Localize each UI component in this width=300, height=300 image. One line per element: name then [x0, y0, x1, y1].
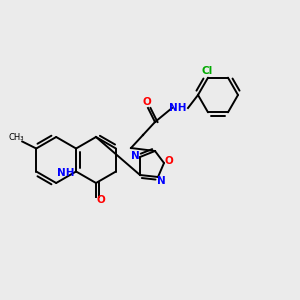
- Text: CH₃: CH₃: [8, 133, 24, 142]
- Text: N: N: [130, 151, 140, 161]
- Text: NH: NH: [169, 103, 187, 113]
- Text: O: O: [97, 195, 105, 205]
- Text: N: N: [157, 176, 165, 186]
- Text: Cl: Cl: [201, 66, 213, 76]
- Text: O: O: [165, 156, 173, 166]
- Text: O: O: [142, 97, 152, 107]
- Text: NH: NH: [57, 169, 75, 178]
